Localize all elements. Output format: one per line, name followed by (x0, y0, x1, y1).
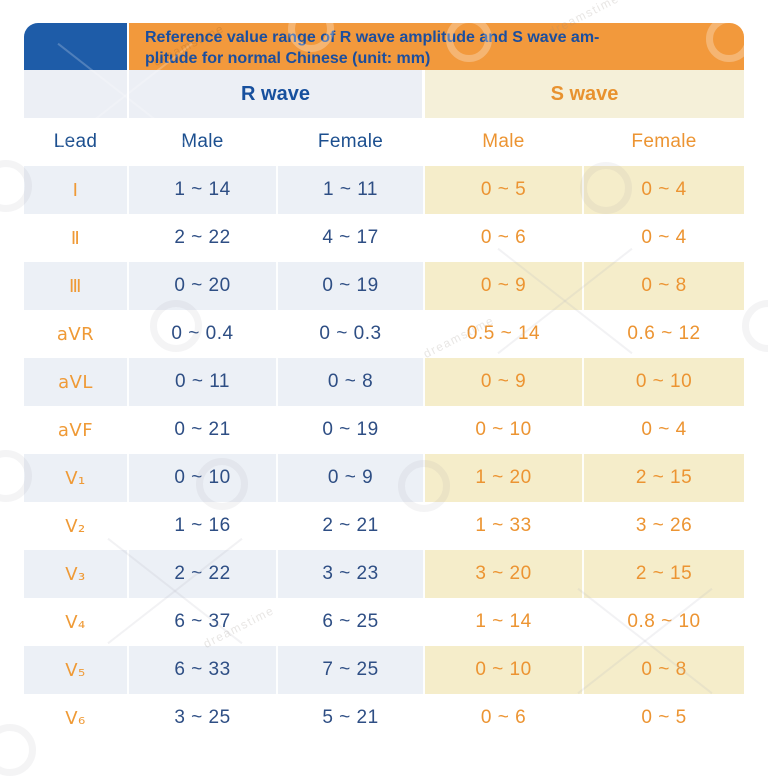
s-male-column-header: Male (425, 118, 584, 166)
r-male-cell: 2 ~ 22 (129, 214, 278, 262)
r-male-cell: 3 ~ 25 (129, 694, 278, 742)
lead-cell: V₂ (24, 502, 129, 550)
s-male-cell: 0 ~ 5 (425, 166, 584, 214)
s-female-column-header: Female (631, 131, 697, 152)
lead-cell: V₃ (24, 550, 129, 598)
s-male-cell: 0 ~ 10 (425, 646, 584, 694)
s-male-cell: 0.5 ~ 14 (425, 310, 584, 358)
wave-group-row: R wave S wave (24, 70, 744, 118)
table-header-banner: Reference value range of R wave amplitud… (24, 23, 744, 70)
s-female-cell: 0 ~ 4 (641, 419, 687, 440)
s-wave-group-header: S wave (425, 70, 744, 118)
r-male-cell: 6 ~ 33 (129, 646, 278, 694)
ecg-amplitude-table: Reference value range of R wave amplitud… (24, 23, 744, 742)
s-male-cell: 0 ~ 9 (425, 358, 584, 406)
s-male-cell: 1 ~ 14 (425, 598, 584, 646)
r-male-cell: 0 ~ 0.4 (129, 310, 278, 358)
r-female-cell: 0 ~ 9 (278, 454, 425, 502)
r-male-cell: 0 ~ 21 (129, 406, 278, 454)
header-corner-box (24, 23, 129, 70)
table-row: V₅ 6 ~ 33 7 ~ 25 0 ~ 10 0 ~ 8 (24, 646, 744, 694)
s-female-cell: 2 ~ 15 (584, 454, 744, 502)
r-male-cell: 0 ~ 20 (129, 262, 278, 310)
table-row: V₆ 3 ~ 25 5 ~ 21 0 ~ 6 0 ~ 5 (24, 694, 744, 742)
r-male-cell: 1 ~ 16 (129, 502, 278, 550)
s-male-cell: 0 ~ 10 (425, 406, 584, 454)
table-row: Ⅰ 1 ~ 14 1 ~ 11 0 ~ 5 0 ~ 4 (24, 166, 744, 214)
r-male-cell: 1 ~ 14 (129, 166, 278, 214)
table-row: Ⅱ 2 ~ 22 4 ~ 17 0 ~ 6 0 ~ 4 (24, 214, 744, 262)
r-female-cell: 2 ~ 21 (278, 502, 425, 550)
s-female-cell: 0 ~ 8 (584, 262, 744, 310)
watermark-logo-icon (742, 300, 768, 352)
r-wave-group-header: R wave (129, 70, 425, 118)
r-male-cell: 6 ~ 37 (129, 598, 278, 646)
lead-spacer-cell (24, 70, 129, 118)
table-row: Ⅲ 0 ~ 20 0 ~ 19 0 ~ 9 0 ~ 8 (24, 262, 744, 310)
table-row: aVR 0 ~ 0.4 0 ~ 0.3 0.5 ~ 14 0.6 ~ 12 (24, 310, 744, 358)
lead-cell: Ⅰ (24, 166, 129, 214)
s-female-cell: 3 ~ 26 (635, 515, 693, 536)
s-male-cell: 1 ~ 33 (425, 502, 584, 550)
lead-cell: V₆ (24, 694, 129, 742)
r-female-cell: 7 ~ 25 (278, 646, 425, 694)
r-female-cell: 0 ~ 0.3 (278, 310, 425, 358)
r-female-cell: 4 ~ 17 (278, 214, 425, 262)
table-row: V₄ 6 ~ 37 6 ~ 25 1 ~ 14 0.8 ~ 10 (24, 598, 744, 646)
s-male-cell: 0 ~ 9 (425, 262, 584, 310)
s-female-cell: 2 ~ 15 (584, 550, 744, 598)
table-row: aVL 0 ~ 11 0 ~ 8 0 ~ 9 0 ~ 10 (24, 358, 744, 406)
r-female-cell: 5 ~ 21 (278, 694, 425, 742)
lead-cell: Ⅱ (24, 214, 129, 262)
r-female-cell: 6 ~ 25 (278, 598, 425, 646)
r-male-cell: 0 ~ 10 (129, 454, 278, 502)
s-female-cell: 0 ~ 10 (584, 358, 744, 406)
r-female-cell: 0 ~ 8 (278, 358, 425, 406)
title-line-2: plitude for normal Chinese (unit: mm) (145, 50, 431, 67)
s-female-cell: 0 ~ 4 (641, 227, 687, 248)
table-body: Ⅰ 1 ~ 14 1 ~ 11 0 ~ 5 0 ~ 4 Ⅱ 2 ~ 22 4 ~… (24, 166, 744, 742)
s-male-cell: 3 ~ 20 (425, 550, 584, 598)
r-male-cell: 2 ~ 22 (129, 550, 278, 598)
s-female-cell: 0.6 ~ 12 (627, 323, 701, 344)
s-female-cell: 0 ~ 8 (584, 646, 744, 694)
lead-cell: aVF (24, 406, 129, 454)
lead-cell: aVR (24, 310, 129, 358)
table-row: V₂ 1 ~ 16 2 ~ 21 1 ~ 33 3 ~ 26 (24, 502, 744, 550)
r-female-cell: 0 ~ 19 (278, 262, 425, 310)
lead-cell: aVL (24, 358, 129, 406)
r-female-cell: 3 ~ 23 (278, 550, 425, 598)
s-male-cell: 0 ~ 6 (425, 694, 584, 742)
table-row: V₃ 2 ~ 22 3 ~ 23 3 ~ 20 2 ~ 15 (24, 550, 744, 598)
lead-cell: Ⅲ (24, 262, 129, 310)
lead-column-header: Lead (24, 118, 129, 166)
r-female-column-header: Female (278, 118, 425, 166)
table-title: Reference value range of R wave amplitud… (129, 23, 744, 70)
s-male-cell: 1 ~ 20 (425, 454, 584, 502)
lead-cell: V₁ (24, 454, 129, 502)
r-male-column-header: Male (129, 118, 278, 166)
column-header-row: Lead Male Female Male Female (24, 118, 744, 166)
r-female-cell: 0 ~ 19 (278, 406, 425, 454)
r-male-cell: 0 ~ 11 (129, 358, 278, 406)
lead-cell: V₅ (24, 646, 129, 694)
s-female-cell: 0.8 ~ 10 (627, 611, 701, 632)
table-row: aVF 0 ~ 21 0 ~ 19 0 ~ 10 0 ~ 4 (24, 406, 744, 454)
title-line-1: Reference value range of R wave amplitud… (145, 29, 600, 46)
s-male-cell: 0 ~ 6 (425, 214, 584, 262)
s-female-cell: 0 ~ 4 (584, 166, 744, 214)
table-row: V₁ 0 ~ 10 0 ~ 9 1 ~ 20 2 ~ 15 (24, 454, 744, 502)
r-female-cell: 1 ~ 11 (278, 166, 425, 214)
s-female-cell: 0 ~ 5 (641, 707, 687, 728)
lead-cell: V₄ (24, 598, 129, 646)
